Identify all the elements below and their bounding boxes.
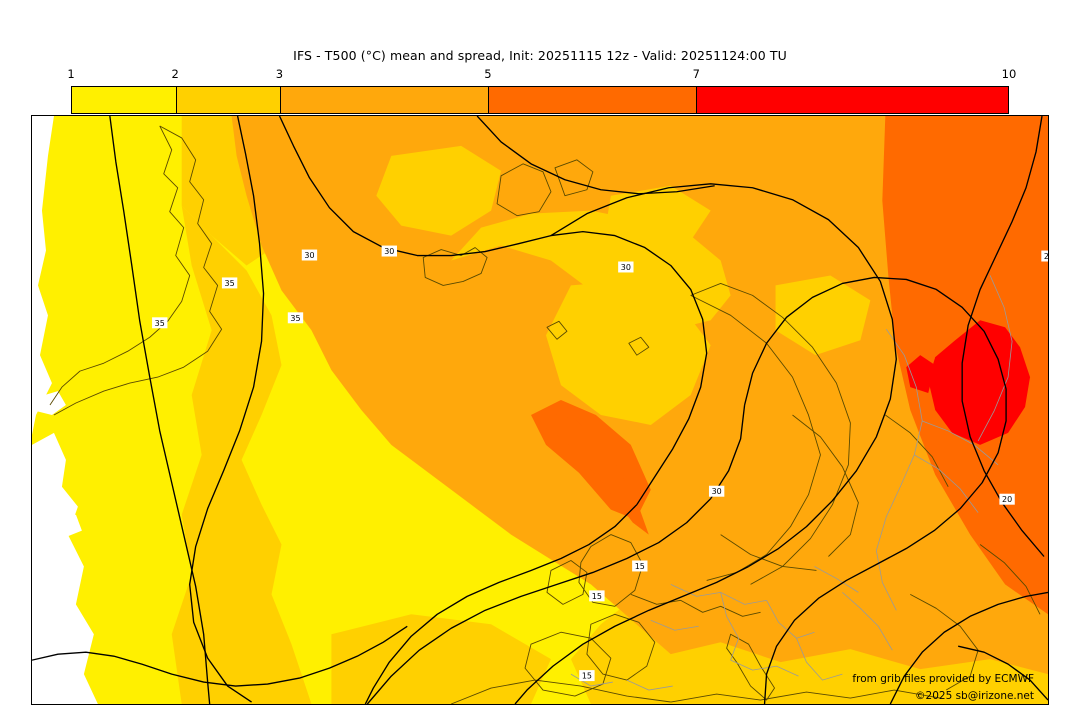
contour-label-text: 35 (225, 279, 235, 288)
spread-band-7-10-hotspot-lobe (906, 355, 936, 394)
contour-label-box (708, 485, 725, 497)
country-borders (570, 275, 1013, 691)
attribution-source: from grib files provided by ECMWF (852, 673, 1034, 685)
contour-label: 15 (589, 590, 605, 602)
contour-line-10 (32, 625, 408, 687)
colorbar-tick-5: 5 (484, 67, 492, 81)
contour-label-text: 15 (582, 672, 592, 681)
contour-line-30c (476, 116, 715, 195)
contour-label-box (589, 590, 605, 602)
colorbar-tick-2: 2 (171, 67, 179, 81)
colorbar-segment-1-2 (72, 87, 176, 113)
colorbar-tick-7: 7 (692, 67, 700, 81)
map-canvas[interactable]: 3530303535303015151510202515 (31, 115, 1049, 705)
contour-label: 35 (152, 317, 168, 329)
colorbar-segment-7-10 (696, 87, 1009, 113)
spread-band-2-3-greenland-edge (171, 205, 312, 704)
contour-label-box (381, 245, 397, 257)
contour-label-box (152, 317, 168, 329)
contour-label-text: 30 (621, 263, 631, 272)
contour-line-15c (889, 591, 1048, 704)
contour-line-35a (109, 116, 211, 704)
colorbar: 1 2 3 5 7 10 (67, 67, 1016, 114)
contour-label-text: 30 (712, 487, 722, 496)
contour-label-box (301, 249, 318, 261)
contour-label-text: 30 (304, 251, 314, 260)
contour-label-text: 15 (635, 562, 645, 571)
no-data-region-west (32, 116, 54, 435)
contour-label-text: 30 (384, 247, 394, 256)
colorbar-tick-1: 1 (67, 67, 75, 81)
colorbar-segment-2-3 (175, 87, 281, 113)
spread-band-7-10-hotspot (928, 320, 1031, 445)
spread-band-3-5-notch-north (605, 185, 711, 246)
no-data-island-b (49, 514, 82, 539)
contour-label: 15 (632, 560, 648, 572)
spread-band-3-5-notch-greenland (376, 145, 502, 236)
colorbar-tick-10: 10 (1001, 67, 1017, 81)
spread-band-3-5-notch-arctic (775, 275, 871, 356)
contour-line-15a (366, 404, 746, 704)
colorbar-gradient (71, 86, 1009, 114)
contour-line-20 (514, 565, 749, 704)
contour-label-text: 35 (290, 314, 300, 323)
contour-line-25 (961, 116, 1045, 557)
contour-label: 20 (999, 493, 1015, 505)
contour-line-30d (550, 183, 897, 568)
contour-label: 35 (287, 312, 304, 324)
contour-line-35b (189, 116, 265, 703)
contour-label-group: 3530303535303015151510202515 (152, 245, 1048, 682)
contour-label-box (999, 493, 1015, 505)
contour-label: 30 (708, 485, 725, 497)
contour-label-box (1041, 250, 1048, 262)
contour-line-30a (278, 116, 708, 506)
contour-label: 25 (1041, 250, 1048, 262)
colorbar-segment-3-5 (280, 87, 489, 113)
contour-label-box (221, 277, 238, 289)
contour-label-box (632, 560, 648, 572)
contour-label-box (287, 312, 304, 324)
attribution-copyright: ©2025 sb@irizone.net (915, 690, 1034, 702)
contour-label-box (579, 670, 595, 682)
colorbar-tick-labels: 1 2 3 5 7 10 (67, 67, 1016, 83)
contour-line-15b (743, 276, 1007, 704)
colorbar-tick-3: 3 (275, 67, 284, 81)
contour-label: 30 (301, 249, 318, 261)
contour-label-text: 20 (1002, 495, 1012, 504)
contour-label-text: 25 (1044, 252, 1048, 261)
contour-label: 30 (618, 261, 634, 273)
contour-label-text: 35 (155, 319, 165, 328)
spread-band-5-7-streak-scandi (536, 410, 649, 535)
contour-label: 30 (381, 245, 397, 257)
colorbar-segment-5-7 (488, 87, 697, 113)
contour-line-30b (364, 504, 638, 704)
contour-label: 15 (579, 670, 595, 682)
no-data-region-southwest (32, 432, 98, 704)
page-title: IFS - T500 (°C) mean and spread, Init: 2… (293, 48, 787, 63)
map-svg: 3530303535303015151510202515 (32, 116, 1048, 704)
contour-line-15d (958, 645, 1048, 701)
spread-band-3-5-notch-svalbard (545, 280, 711, 425)
isotherm-contours (32, 116, 1048, 704)
contour-label-box (618, 261, 634, 273)
contour-label: 35 (221, 277, 238, 289)
contour-label-text: 15 (592, 592, 602, 601)
